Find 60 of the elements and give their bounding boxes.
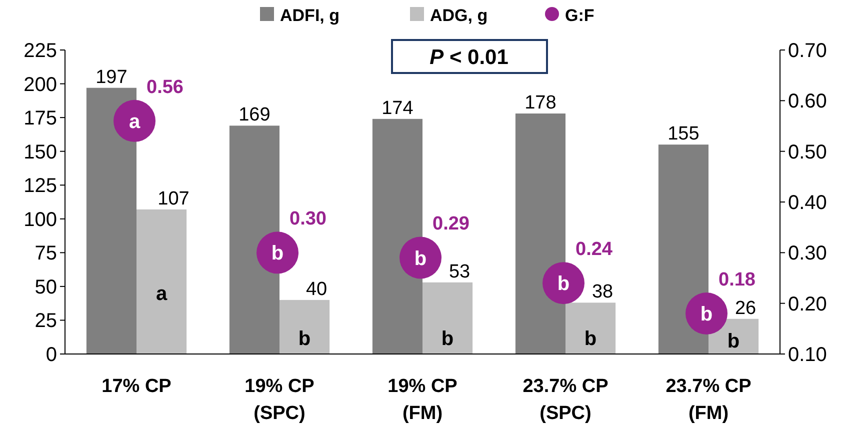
data-label: 0.29 (432, 214, 470, 235)
point (400, 236, 442, 279)
x-tick-label: 17% CP (102, 376, 172, 397)
annotation: b (557, 273, 570, 296)
point (542, 262, 584, 304)
annotation: b (441, 328, 454, 350)
data-label: 38 (592, 282, 614, 303)
data-label: 197 (96, 66, 128, 88)
annotation: b (727, 330, 740, 352)
y-tick-label: 225 (24, 40, 57, 62)
legend-label: G:F (565, 6, 594, 25)
point (686, 292, 728, 334)
annotation: b (700, 303, 713, 326)
data-label: 0.30 (290, 208, 326, 230)
x-tick-label: 19% CP (SPC) (244, 376, 315, 424)
x-tick-label: 19% CP (FM) (388, 376, 458, 424)
data-label: 0.24 (576, 239, 613, 260)
point (114, 100, 156, 142)
y2-tick-label: 0.50 (788, 141, 827, 164)
data-label: 178 (524, 92, 556, 114)
y-tick-label: 175 (24, 108, 57, 130)
legend-label: ADFI, g (280, 6, 340, 25)
x-tick-label: 23.7% CP (SPC) (522, 376, 609, 424)
data-label: 0.18 (718, 269, 756, 290)
data-label: 169 (238, 104, 270, 126)
x-tick-label: 23.7% CP (FM) (666, 376, 752, 424)
point (256, 232, 298, 274)
y2-tick-label: 0.40 (788, 192, 827, 214)
annotation: b (298, 328, 311, 350)
annotation: b (584, 328, 597, 350)
data-label: 107 (158, 188, 190, 210)
y2-tick-label: 0.70 (788, 40, 827, 62)
y-tick-label: 25 (34, 310, 57, 332)
y2-tick-label: 0.20 (788, 293, 827, 316)
bar (566, 302, 616, 354)
data-label: 40 (306, 278, 328, 300)
y2-tick-label: 0.60 (788, 90, 827, 113)
y2-tick-label: 0.30 (788, 242, 827, 265)
bar (136, 209, 187, 354)
y-tick-label: 150 (24, 141, 57, 164)
y-tick-label: 100 (24, 208, 57, 231)
data-label: 155 (668, 124, 700, 145)
legend-label: ADG, g (430, 6, 488, 25)
bar (422, 282, 473, 354)
y-tick-label: 75 (34, 242, 57, 265)
y-tick-label: 50 (34, 276, 57, 298)
data-label: 53 (448, 261, 470, 282)
data-label: 174 (382, 98, 414, 119)
data-label: 0.56 (146, 76, 184, 98)
y-tick-label: 125 (24, 175, 57, 198)
data-label: 26 (734, 298, 756, 319)
y-tick-label: 200 (24, 74, 57, 96)
annotation: P < 0.01 (430, 46, 509, 69)
annotation: a (156, 283, 168, 306)
annotation: a (128, 110, 141, 133)
y2-tick-label: 0.10 (788, 344, 827, 366)
annotation: b (414, 248, 427, 270)
annotation: b (271, 242, 284, 265)
y-tick-label: 0 (46, 344, 57, 366)
bar (280, 300, 330, 354)
